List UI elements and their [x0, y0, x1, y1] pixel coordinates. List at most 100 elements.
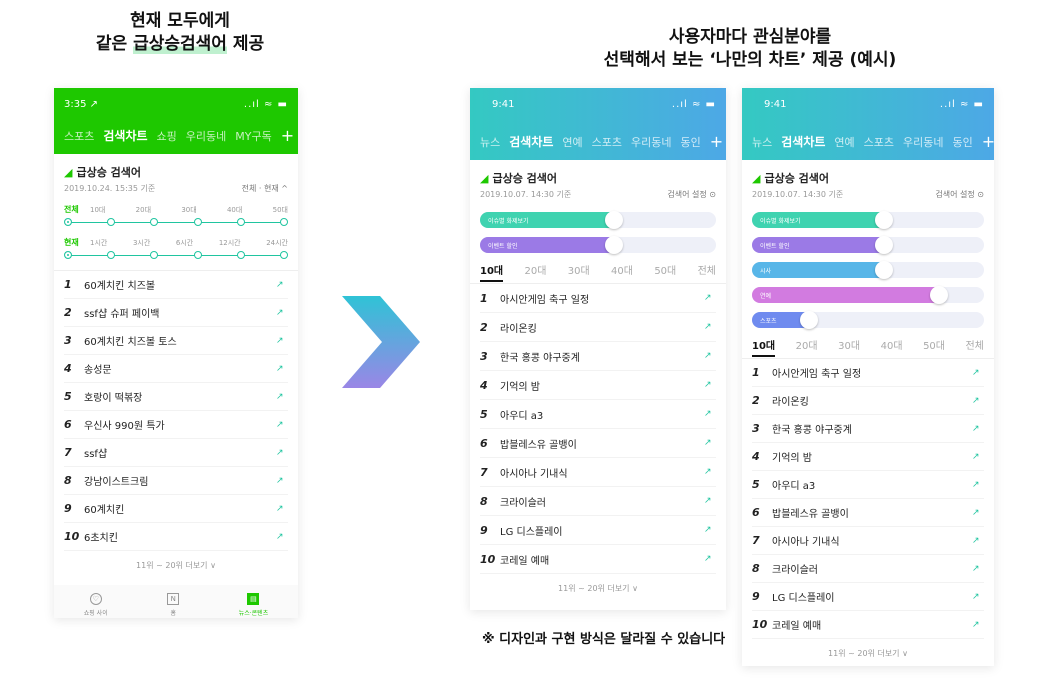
trend-chart-icon[interactable]: ↗ [972, 535, 980, 546]
list-item[interactable]: 4 송성문 ↗ [64, 355, 288, 383]
age-option[interactable]: 30대 [181, 205, 197, 214]
tab-more[interactable]: 동인 [680, 135, 701, 149]
age-option[interactable]: 50대 [272, 205, 288, 214]
trend-chart-icon[interactable]: ↗ [704, 467, 712, 477]
trend-chart-icon[interactable]: ↗ [972, 619, 980, 630]
trend-chart-icon[interactable]: ↗ [972, 395, 980, 406]
age-tab[interactable]: 20대 [524, 266, 547, 277]
time-option[interactable]: 1시간 [90, 238, 108, 247]
interest-toggle[interactable]: 연예 [752, 286, 984, 304]
tab-shopping[interactable]: 쇼핑 [156, 129, 177, 143]
list-item[interactable]: 3 한국 홍콩 야구중계 ↗ [752, 415, 984, 443]
list-item[interactable]: 5 아우디 a3 ↗ [480, 400, 716, 429]
toggle-knob[interactable] [874, 261, 893, 279]
age-option[interactable]: 40대 [226, 205, 243, 214]
tab-more[interactable]: 동인 [952, 135, 973, 149]
age-tab[interactable]: 20대 [795, 341, 818, 352]
interest-toggle[interactable]: 이벤트 할인 [480, 236, 716, 254]
trend-chart-icon[interactable]: ↗ [972, 507, 980, 518]
trend-chart-icon[interactable]: ↗ [972, 591, 980, 602]
add-tab-icon[interactable]: + [709, 132, 724, 151]
tab-news[interactable]: 뉴스 [480, 135, 501, 149]
toggle-knob[interactable] [800, 311, 819, 329]
list-item[interactable]: 9 LG 디스플레이 ↗ [480, 516, 716, 545]
list-item[interactable]: 1 60계치킨 치즈볼 ↗ [64, 271, 288, 299]
list-item[interactable]: 2 라이온킹 ↗ [752, 387, 984, 415]
list-item[interactable]: 3 60계치킨 치즈볼 토스 ↗ [64, 327, 288, 355]
interest-toggle[interactable]: 이벤트 할인 [752, 236, 984, 254]
age-slider[interactable] [64, 217, 288, 229]
list-item[interactable]: 9 LG 디스플레이 ↗ [752, 583, 984, 611]
age-tab[interactable]: 전체 [697, 266, 716, 277]
tab-neighborhood[interactable]: 우리동네 [903, 135, 944, 149]
nav-shopping[interactable]: ♡ 쇼핑 사이 [83, 593, 108, 617]
age-tab[interactable]: 전체 [965, 341, 984, 352]
list-item[interactable]: 4 기억의 밤 ↗ [752, 443, 984, 471]
list-item[interactable]: 1 아시안게임 축구 일정 ↗ [752, 359, 984, 387]
list-item[interactable]: 5 호랑이 떡볶장 ↗ [64, 383, 288, 411]
tab-search-chart[interactable]: 검색차트 [103, 129, 148, 143]
more-button[interactable]: 11위 ~ 20위 더보기 ∨ [136, 561, 216, 570]
trend-chart-icon[interactable]: ↗ [972, 479, 980, 490]
list-item[interactable]: 8 크라이슬러 ↗ [480, 487, 716, 516]
list-item[interactable]: 10 코레일 예매 ↗ [752, 611, 984, 639]
toggle-knob[interactable] [604, 211, 623, 229]
toggle-knob[interactable] [874, 236, 893, 254]
tab-entertainment[interactable]: 연예 [834, 135, 855, 149]
trend-chart-icon[interactable]: ↗ [704, 525, 712, 535]
time-slider[interactable] [64, 250, 288, 262]
trend-chart-icon[interactable]: ↗ [972, 423, 980, 434]
interest-toggle[interactable]: 이슈별 화제보기 [480, 211, 716, 229]
trend-chart-icon[interactable]: ↗ [972, 563, 980, 574]
age-tab[interactable]: 40대 [880, 341, 903, 352]
list-item[interactable]: 8 강남이스트크림 ↗ [64, 467, 288, 495]
trend-chart-icon[interactable]: ↗ [704, 496, 712, 506]
age-tab[interactable]: 30대 [567, 266, 590, 277]
keyword-settings[interactable]: 검색어 설정 ⊙ [935, 190, 984, 199]
tab-search-chart[interactable]: 검색차트 [781, 135, 826, 149]
interest-toggle[interactable]: 스포츠 [752, 311, 984, 329]
tab-sports[interactable]: 스포츠 [863, 135, 895, 149]
age-tab[interactable]: 40대 [611, 266, 633, 277]
list-item[interactable]: 2 라이온킹 ↗ [480, 313, 716, 342]
list-item[interactable]: 3 한국 홍콩 야구중계 ↗ [480, 342, 716, 371]
trend-chart-icon[interactable]: ↗ [704, 322, 712, 332]
add-tab-icon[interactable]: + [981, 132, 994, 151]
trend-chart-icon[interactable]: ↗ [704, 380, 712, 390]
tab-news[interactable]: 뉴스 [752, 135, 773, 149]
time-option[interactable]: 3시간 [132, 238, 151, 247]
age-option[interactable]: 10대 [90, 205, 106, 214]
tab-my-subscription[interactable]: MY구독 [235, 129, 272, 143]
list-item[interactable]: 6 밥블레스유 골뱅이 ↗ [480, 429, 716, 458]
time-option[interactable]: 24시간 [266, 238, 288, 247]
toggle-knob[interactable] [874, 211, 893, 229]
age-tab[interactable]: 50대 [654, 266, 677, 277]
toggle-knob[interactable] [604, 236, 623, 254]
more-button[interactable]: 11위 ~ 20위 더보기 ∨ [828, 649, 908, 658]
time-option[interactable]: 6시간 [175, 238, 194, 247]
interest-toggle[interactable]: 시사 [752, 261, 984, 279]
list-item[interactable]: 10 코레일 예매 ↗ [480, 545, 716, 574]
add-tab-icon[interactable]: + [280, 126, 295, 145]
trend-chart-icon[interactable]: ↗ [704, 293, 712, 303]
tab-neighborhood[interactable]: 우리동네 [631, 135, 672, 149]
age-tab[interactable]: 10대 [480, 262, 504, 282]
filter-toggle[interactable]: 전체 · 현재 ^ [241, 184, 288, 193]
age-tab[interactable]: 50대 [923, 341, 945, 352]
tab-search-chart[interactable]: 검색차트 [509, 135, 554, 149]
toggle-knob[interactable] [930, 286, 949, 304]
trend-chart-icon[interactable]: ↗ [704, 554, 712, 564]
keyword-settings[interactable]: 검색어 설정 ⊙ [667, 190, 716, 199]
time-option[interactable]: 12시간 [218, 238, 241, 247]
list-item[interactable]: 8 크라이슬러 ↗ [752, 555, 984, 583]
list-item[interactable]: 9 60계치킨 ↗ [64, 495, 288, 523]
trend-chart-icon[interactable]: ↗ [972, 367, 980, 378]
list-item[interactable]: 5 아우디 a3 ↗ [752, 471, 984, 499]
tab-entertainment[interactable]: 연예 [562, 135, 583, 149]
list-item[interactable]: 2 ssf샵 슈퍼 페이백 ↗ [64, 299, 288, 327]
list-item[interactable]: 7 아시아나 기내식 ↗ [480, 458, 716, 487]
list-item[interactable]: 6 우신사 990원 특가 ↗ [64, 411, 288, 439]
trend-chart-icon[interactable]: ↗ [704, 351, 712, 361]
age-tab[interactable]: 10대 [752, 337, 776, 357]
list-item[interactable]: 1 아시안게임 축구 일정 ↗ [480, 284, 716, 313]
